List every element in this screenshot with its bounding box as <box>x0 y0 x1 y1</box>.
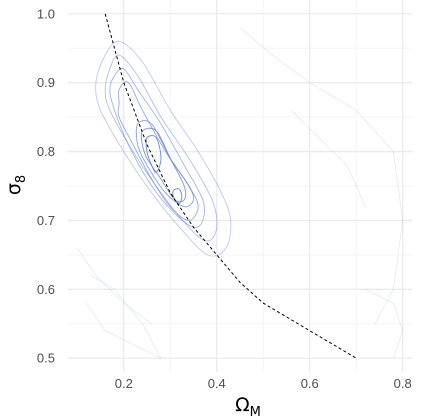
y-tick-label: 0.5 <box>37 351 55 366</box>
y-tick-label: 1.0 <box>37 6 55 21</box>
background-contour <box>239 27 404 324</box>
plot-area <box>68 0 412 372</box>
contour-level-4 <box>117 81 199 221</box>
x-tick-label: 0.2 <box>115 376 133 391</box>
y-tick-label: 0.6 <box>37 282 55 297</box>
contour-level-7 <box>172 188 183 204</box>
x-axis-ticks: 0.2 0.4 0.6 0.8 <box>115 376 412 391</box>
y-tick-label: 0.7 <box>37 213 55 228</box>
contour-level-5 <box>135 120 195 208</box>
x-axis-title: ΩM <box>235 394 261 417</box>
contour-level-3 <box>109 67 206 228</box>
y-tick-label: 0.9 <box>37 75 55 90</box>
x-tick-label: 0.4 <box>208 376 226 391</box>
background-contour <box>365 288 404 359</box>
background-contour <box>76 247 152 325</box>
contour-level-2 <box>104 54 218 242</box>
background-contour <box>290 109 366 207</box>
x-tick-label: 0.6 <box>301 376 319 391</box>
background-contour <box>86 275 162 360</box>
y-axis-title: σ8 <box>3 175 29 195</box>
x-tick-label: 0.8 <box>394 376 412 391</box>
y-tick-label: 0.8 <box>37 144 55 159</box>
dashed-curve <box>104 13 357 359</box>
y-axis-ticks: 0.5 0.6 0.7 0.8 0.9 1.0 <box>37 6 55 365</box>
contour-level-1 <box>95 40 232 257</box>
contour-level-7 <box>145 135 162 173</box>
